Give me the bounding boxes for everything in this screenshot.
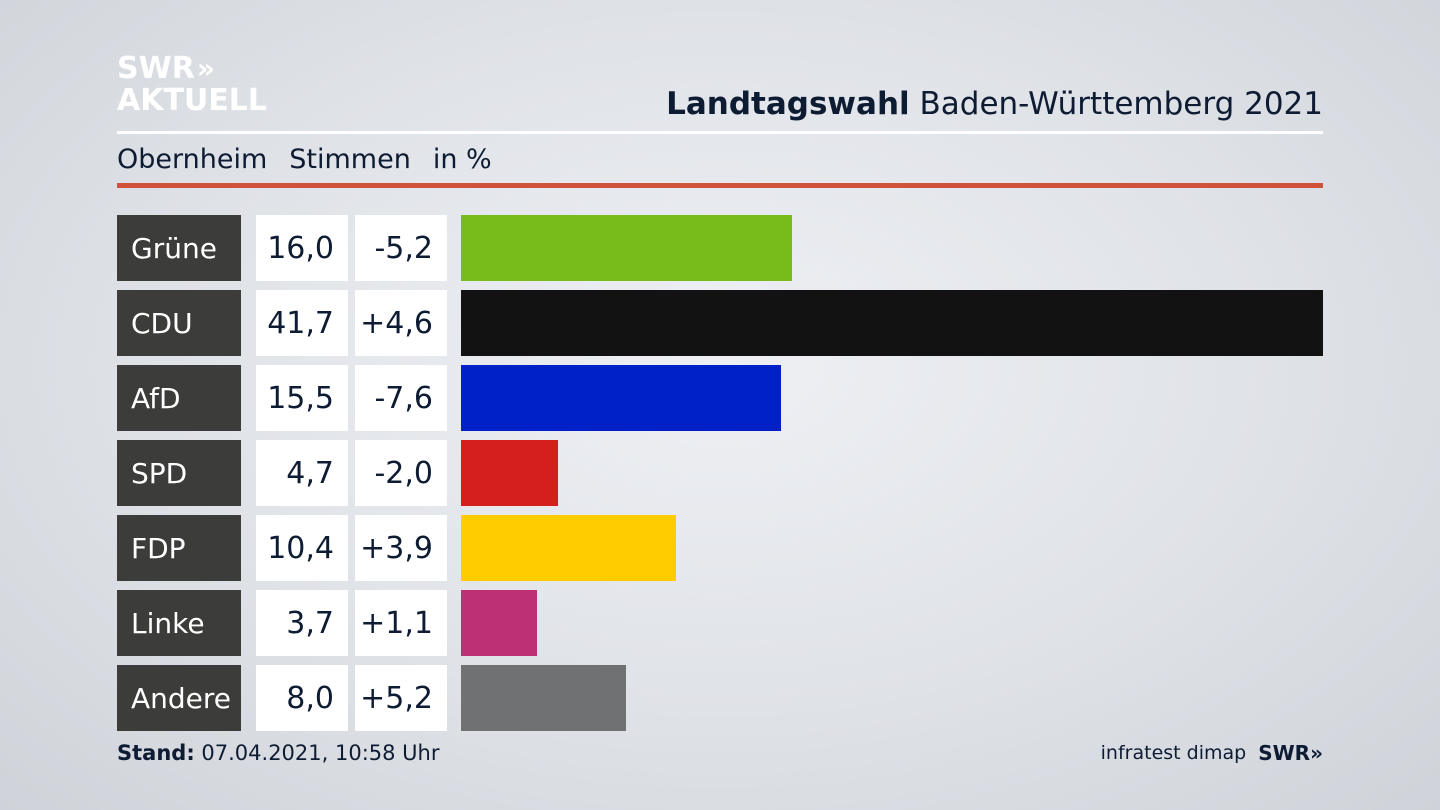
subheader-measure: Stimmen bbox=[289, 144, 411, 175]
bar-mark bbox=[461, 290, 1323, 356]
chart-row: CDU 41,7 +4,6 bbox=[117, 290, 1323, 356]
title-rest: Baden-Württemberg 2021 bbox=[909, 86, 1324, 122]
source-credit: infratest dimap SWR» bbox=[1101, 741, 1323, 765]
change-label: -2,0 bbox=[355, 440, 447, 506]
subheader-place: Obernheim bbox=[117, 144, 268, 175]
chart-row: SPD 4,7 -2,0 bbox=[117, 440, 1323, 506]
bar-mark bbox=[461, 440, 558, 506]
change-label: -7,6 bbox=[355, 365, 447, 431]
party-label: Linke bbox=[117, 590, 241, 656]
change-label: +3,9 bbox=[355, 515, 447, 581]
vote-share-label: 3,7 bbox=[256, 590, 348, 656]
vote-share-label: 10,4 bbox=[256, 515, 348, 581]
vote-share-label: 8,0 bbox=[256, 665, 348, 731]
logo-swr-text: SWR bbox=[117, 51, 195, 86]
bar-mark bbox=[461, 665, 626, 731]
swr-brand-logo: SWR» bbox=[1258, 741, 1323, 765]
chart-row: Linke 3,7 +1,1 bbox=[117, 590, 1323, 656]
vote-share-label: 15,5 bbox=[256, 365, 348, 431]
subheader-unit: in % bbox=[432, 144, 492, 175]
chart-row: Grüne 16,0 -5,2 bbox=[117, 215, 1323, 281]
chart-subheader: Obernheim Stimmen in % bbox=[117, 144, 492, 175]
chart-row: AfD 15,5 -7,6 bbox=[117, 365, 1323, 431]
vote-share-label: 4,7 bbox=[256, 440, 348, 506]
page-title: Landtagswahl Baden-Württemberg 2021 bbox=[666, 86, 1323, 122]
title-bold: Landtagswahl bbox=[666, 86, 910, 122]
bar-mark bbox=[461, 365, 781, 431]
chart-row: Andere 8,0 +5,2 bbox=[117, 665, 1323, 731]
logo-chevron-icon: » bbox=[196, 52, 215, 85]
vote-share-label: 41,7 bbox=[256, 290, 348, 356]
party-label: Andere bbox=[117, 665, 241, 731]
change-label: -5,2 bbox=[355, 215, 447, 281]
change-label: +4,6 bbox=[355, 290, 447, 356]
logo-aktuell-text: AKTUELL bbox=[117, 83, 268, 118]
party-label: CDU bbox=[117, 290, 241, 356]
party-label: Grüne bbox=[117, 215, 241, 281]
party-label: FDP bbox=[117, 515, 241, 581]
swr-aktuell-logo: SWR» AKTUELL bbox=[117, 54, 267, 116]
stand-label: Stand: bbox=[117, 741, 195, 765]
chart-row: FDP 10,4 +3,9 bbox=[117, 515, 1323, 581]
title-divider bbox=[117, 131, 1323, 134]
party-label: SPD bbox=[117, 440, 241, 506]
bar-mark bbox=[461, 590, 537, 656]
bar-mark bbox=[461, 215, 792, 281]
stand-value: 07.04.2021, 10:58 Uhr bbox=[194, 741, 440, 765]
bar-mark bbox=[461, 515, 676, 581]
accent-divider bbox=[117, 183, 1323, 188]
source-text: infratest dimap bbox=[1100, 742, 1247, 764]
timestamp: Stand: 07.04.2021, 10:58 Uhr bbox=[117, 741, 440, 765]
change-label: +5,2 bbox=[355, 665, 447, 731]
change-label: +1,1 bbox=[355, 590, 447, 656]
party-label: AfD bbox=[117, 365, 241, 431]
vote-share-label: 16,0 bbox=[256, 215, 348, 281]
